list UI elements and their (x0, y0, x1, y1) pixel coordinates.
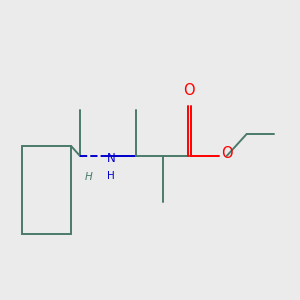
Text: H: H (107, 171, 114, 181)
Text: N: N (107, 152, 116, 164)
Text: O: O (183, 83, 195, 98)
Text: H: H (84, 172, 92, 182)
Text: O: O (221, 146, 233, 161)
